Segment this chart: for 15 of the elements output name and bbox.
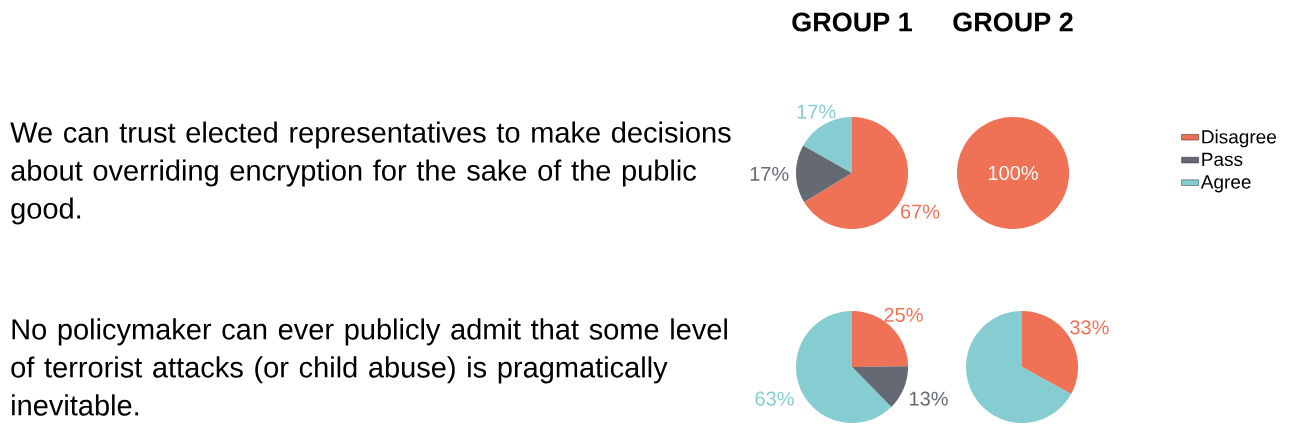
data-label: 17%: [750, 166, 789, 181]
data-label: 25%: [884, 307, 923, 322]
data-label: 100%: [988, 165, 1038, 181]
text: No policymaker can ever publicly admit that some level of terrorist attacks (or child abuse) is pragmatically inevitable.: [11, 318, 727, 416]
chart-title: GROUP 2: [953, 12, 1073, 32]
text: We can trust elected representatives to make decisions about overriding encryption for the sake of the public good.: [10, 121, 731, 225]
chart-title: GROUP 1: [792, 12, 912, 32]
legend-label: Agree: [1200, 175, 1251, 193]
data-label: 17%: [797, 104, 836, 119]
data-label: 67%: [901, 204, 940, 219]
data-label: 33%: [1070, 320, 1109, 335]
legend-label: Disagree: [1202, 129, 1276, 148]
legend-label: Pass: [1202, 152, 1243, 167]
data-label: 63%: [755, 391, 794, 406]
data-label: 13%: [910, 391, 948, 406]
